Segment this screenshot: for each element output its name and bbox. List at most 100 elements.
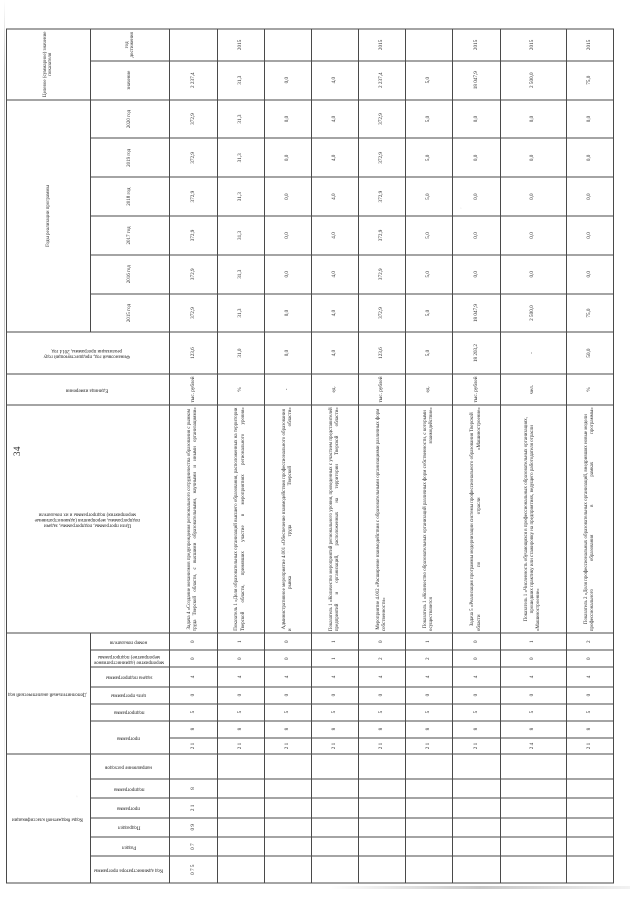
header-analytic-subprogram: подпрограмма (90, 703, 170, 721)
cell-target-value: 5,0 (405, 60, 453, 100)
table-row: 2 4 8 5 0 4 0 1 Показатель 1 «Численность обуча… (500, 28, 567, 883)
cell-year-2015: 31,3 (217, 293, 265, 332)
cell-analytic-program: 2 1 (311, 737, 359, 754)
cell-year-2016: 31,3 (217, 254, 265, 294)
cell-year-2018: 0,0 (264, 176, 312, 216)
cell-budget-target-program (405, 797, 453, 818)
cell-analytic-event-sub: 1 (311, 649, 359, 667)
cell-analytic-subprogram: 8 (566, 720, 614, 738)
cell-base-2014: 123,6 (169, 331, 218, 374)
cell-unit: % (566, 373, 614, 405)
cell-base-2014: 31,0 (217, 331, 265, 374)
cell-year-2020: 31,3 (217, 99, 265, 138)
cell-analytic-goal: 5 (566, 703, 614, 721)
cell-budget-admin (311, 855, 359, 883)
program-indicators-table: Коды бюджетной классификации Дополнитель… (6, 28, 614, 883)
cell-unit: тыс. рублей (452, 373, 501, 405)
cell-year-2016: 0,0 (452, 254, 501, 294)
cell-budget-target-program (311, 797, 359, 818)
cell-target-year (264, 28, 312, 61)
cell-budget-target-subprogram (500, 778, 567, 798)
cell-year-2017: 372,9 (358, 215, 406, 255)
cell-analytic-indicator: 1 (311, 632, 359, 650)
cell-unit: тыс. рублей (358, 373, 406, 405)
cell-year-2016: 0,0 (500, 254, 567, 294)
cell-year-2017: 0,0 (566, 215, 614, 255)
cell-analytic-subprogram: 8 (264, 720, 312, 738)
cell-budget-target-program: 2 1 (169, 797, 218, 818)
cell-target-value: 4,0 (311, 60, 359, 100)
cell-analytic-program: 2 1 (264, 737, 312, 754)
cell-budget-target-direction (169, 753, 218, 779)
cell-analytic-event-sub: 0 (264, 649, 312, 667)
cell-year-2019: 0,0 (264, 137, 312, 177)
cell-budget-target-subprogram (217, 778, 265, 798)
cell-year-2018: 31,3 (217, 176, 265, 216)
cell-budget-admin (217, 855, 265, 883)
cell-target-value: 18 047,9 (452, 60, 501, 100)
cell-analytic-goal: 5 (405, 703, 453, 721)
cell-year-2016: 5,0 (405, 254, 453, 294)
cell-analytic-event: 4 (311, 666, 359, 687)
cell-budget-admin (452, 855, 501, 883)
cell-budget-podrazdel (358, 817, 406, 837)
cell-year-2019: 5,0 (405, 137, 453, 177)
cell-unit: чел. (500, 373, 567, 405)
cell-analytic-event: 4 (405, 666, 453, 687)
cell-analytic-indicator: 0 (452, 632, 501, 650)
cell-budget-target-program (452, 797, 501, 818)
cell-analytic-task: 0 (500, 686, 567, 704)
header-target-group: Целевое (суммарное) значение показателя (6, 28, 91, 100)
cell-year-2017: 5,0 (405, 215, 453, 255)
header-analytic-event: мероприятие (административное мероприяти… (90, 649, 170, 667)
cell-analytic-event: 4 (358, 666, 406, 687)
cell-analytic-subprogram: 8 (405, 720, 453, 738)
header-year-2017: 2017 год (90, 215, 170, 255)
cell-analytic-program: 2 1 (169, 737, 218, 754)
cell-description: Административное мероприятие 4.001 «Обес… (264, 404, 312, 633)
cell-year-2018: 0,0 (500, 176, 567, 216)
header-target-value: значение (90, 60, 170, 100)
table-row: 2 1 8 5 0 4 0 1 Показатель 1 «Доля образователь… (217, 28, 265, 883)
cell-year-2017: 0,0 (500, 215, 567, 255)
cell-target-year: 2015 (217, 28, 265, 61)
cell-target-year (169, 28, 218, 61)
header-year-2015: 2015 год (90, 293, 170, 332)
cell-year-2015: 372,9 (358, 293, 406, 332)
cell-budget-target-direction (264, 753, 312, 779)
cell-budget-admin (566, 855, 614, 883)
cell-year-2020: 0,0 (500, 99, 567, 138)
cell-target-value: 0,0 (264, 60, 312, 100)
cell-budget-target-direction (311, 753, 359, 779)
cell-year-2020: 5,0 (405, 99, 453, 138)
header-year-2018: 2018 год (90, 176, 170, 216)
cell-budget-target-subprogram (405, 778, 453, 798)
cell-year-2020: 0,0 (452, 99, 501, 138)
header-goals: Цели программы, подпрограммы, задачи под… (6, 404, 170, 633)
cell-budget-admin (500, 855, 567, 883)
cell-base-2014: 50,0 (566, 331, 614, 374)
header-analytic-task: задача подпрограммы (90, 666, 170, 687)
cell-analytic-subprogram: 8 (217, 720, 265, 738)
cell-budget-target-direction (217, 753, 265, 779)
cell-year-2015: 0,0 (264, 293, 312, 332)
cell-target-year: 2015 (566, 28, 614, 61)
header-budget-admin: Код администратора программы (90, 855, 170, 883)
header-budget-podrazdel: Подраздел (90, 817, 170, 837)
cell-budget-podrazdel (217, 817, 265, 837)
cell-budget-razdel (311, 836, 359, 856)
cell-year-2017: 0,0 (264, 215, 312, 255)
cell-target-year (311, 28, 359, 61)
header-year-2016: 2016 год (90, 254, 170, 294)
cell-budget-razdel (358, 836, 406, 856)
cell-year-2020: 4,0 (311, 99, 359, 138)
cell-year-2017: 0,0 (452, 215, 501, 255)
cell-analytic-subprogram: 8 (452, 720, 501, 738)
cell-budget-target-direction (405, 753, 453, 779)
cell-budget-target-subprogram (566, 778, 614, 798)
cell-analytic-event-sub: 0 (452, 649, 501, 667)
cell-analytic-task: 0 (169, 686, 218, 704)
cell-base-2014: 4,0 (311, 331, 359, 374)
cell-year-2020: 0,0 (264, 99, 312, 138)
